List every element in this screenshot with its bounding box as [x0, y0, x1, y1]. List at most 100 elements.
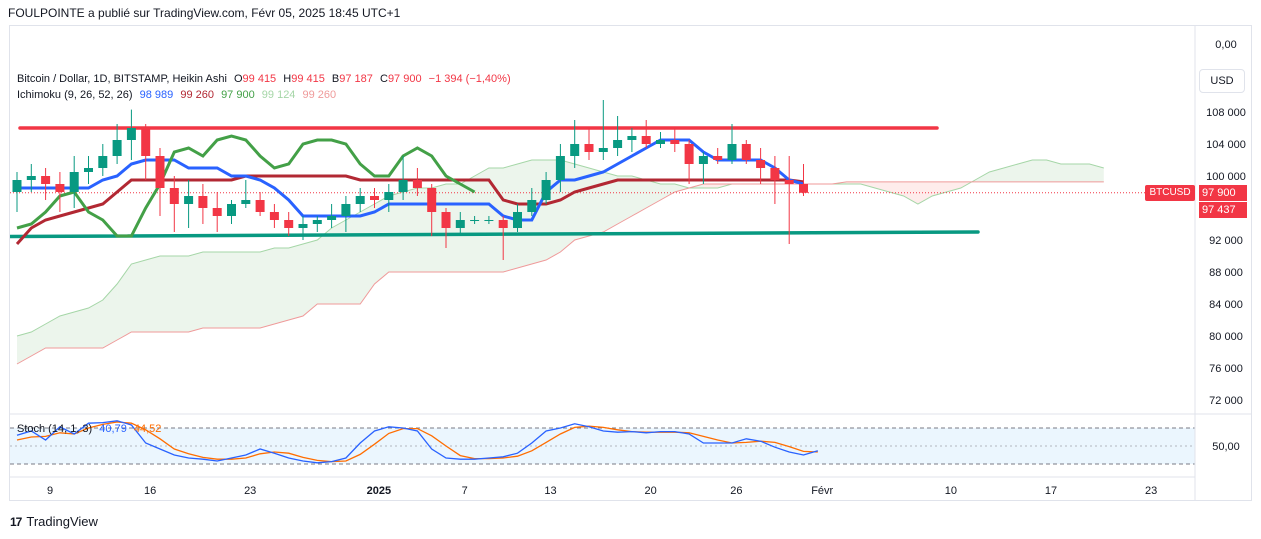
tradingview-brand[interactable]: 17 TradingView	[10, 514, 98, 529]
cloud-segment	[274, 248, 289, 324]
candle	[541, 172, 551, 204]
cloud-segment	[1089, 164, 1104, 182]
cloud-segment	[517, 160, 532, 268]
candle	[584, 128, 594, 160]
chart-frame	[9, 25, 1252, 501]
symbol-name[interactable]: Bitcoin / Dollar, 1D, BITSTAMP, Heikin A…	[17, 73, 227, 85]
cloud-segment	[102, 284, 118, 348]
candle	[184, 180, 194, 228]
cloud-segment	[460, 176, 475, 272]
candle	[570, 120, 580, 168]
candle-body	[441, 212, 451, 228]
candle-body	[770, 168, 780, 180]
cloud-segment	[660, 184, 675, 200]
candle-body	[398, 180, 408, 192]
stoch-d-value: 44,52	[133, 423, 162, 435]
candle-body	[470, 220, 480, 221]
stoch-label[interactable]: Stoch (14, 1, 3)	[17, 423, 93, 435]
candle	[84, 156, 93, 184]
candle-body	[484, 220, 494, 221]
candle-body	[198, 196, 208, 208]
candle-body	[41, 176, 51, 184]
second-price-tag: 97 437	[1199, 202, 1247, 218]
cloud-segment	[846, 181, 861, 184]
candle-body	[570, 144, 580, 156]
candle-body	[641, 136, 651, 144]
candle-body	[341, 204, 351, 216]
candle-body	[155, 156, 165, 188]
candle	[641, 120, 651, 148]
candle	[69, 156, 79, 208]
y-tick-label: 84 000	[1209, 299, 1243, 311]
x-tick-label: 10	[945, 485, 957, 497]
candle-body	[69, 172, 79, 192]
ichimoku-legend: Ichimoku (9, 26, 52, 26) 98 989 99 260 9…	[17, 89, 340, 101]
cloud-segment	[474, 168, 489, 272]
cloud-segment	[1046, 160, 1061, 182]
y-tick-label: 108 000	[1206, 107, 1246, 119]
cloud-segment	[317, 228, 332, 304]
candle	[98, 144, 108, 176]
x-tick-label: 16	[144, 485, 156, 497]
y-tick-label: 0,00	[1215, 39, 1236, 51]
cloud-segment	[574, 164, 589, 240]
candle	[412, 168, 422, 196]
currency-button[interactable]: USD	[1199, 69, 1245, 93]
cloud-segment	[188, 252, 203, 332]
symbol-legend: Bitcoin / Dollar, 1D, BITSTAMP, Heikin A…	[17, 73, 515, 85]
candle	[598, 100, 608, 160]
cloud-segment	[603, 172, 618, 232]
low-label: B	[331, 73, 340, 85]
candle-body	[12, 180, 22, 192]
candle	[513, 204, 522, 232]
cloud-segment	[560, 160, 575, 252]
ichimoku-label[interactable]: Ichimoku (9, 26, 52, 26)	[17, 89, 133, 101]
x-tick-label: Févr	[811, 485, 833, 497]
candle	[470, 216, 480, 224]
stoch-y-tick-label: 50,00	[1212, 441, 1240, 453]
candle-body	[541, 180, 551, 200]
x-tick-label: 13	[544, 485, 556, 497]
x-tick-label: 17	[1045, 485, 1057, 497]
candle	[284, 212, 294, 236]
y-tick-label: 104 000	[1206, 139, 1246, 151]
candle	[384, 184, 394, 212]
cloud-segment	[59, 312, 75, 348]
tenkan-value: 98 989	[139, 89, 174, 101]
candle	[241, 180, 251, 208]
candle-body	[55, 184, 65, 192]
candle	[698, 152, 708, 184]
candle-body	[656, 140, 665, 144]
y-tick-label: 88 000	[1209, 267, 1243, 279]
candle	[498, 216, 508, 260]
candle	[341, 196, 351, 232]
change-value: −1 394 (−1,40%)	[428, 73, 511, 85]
cloud-segment	[231, 252, 246, 328]
candle	[727, 124, 737, 164]
publish-caption: FOULPOINTE a publié sur TradingView.com,…	[8, 6, 401, 20]
candle	[41, 168, 51, 200]
candle	[227, 200, 236, 224]
x-tick-label: 7	[462, 485, 468, 497]
candle-body	[527, 200, 537, 212]
candle	[741, 140, 751, 164]
candle-body	[613, 140, 623, 148]
candle-body	[355, 196, 365, 204]
cloud-segment	[174, 256, 189, 332]
cloud-segment	[1018, 160, 1033, 182]
candle-body	[670, 140, 680, 144]
candle	[169, 176, 179, 232]
candle-body	[513, 212, 522, 228]
x-tick-label: 2025	[367, 485, 391, 497]
candle	[255, 192, 265, 216]
low-value: 97 187	[339, 73, 373, 85]
cloud-segment	[260, 248, 275, 328]
candle	[398, 156, 408, 200]
cloud-segment	[374, 196, 389, 284]
candle-body	[312, 220, 322, 224]
stoch-band	[10, 428, 1195, 464]
candle-body	[427, 188, 437, 212]
candle-body	[741, 144, 751, 160]
cloud-segment	[131, 260, 146, 332]
